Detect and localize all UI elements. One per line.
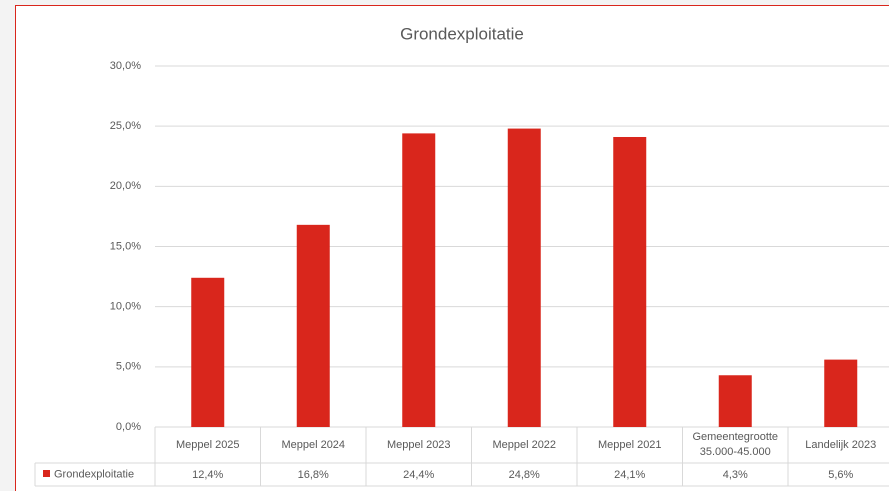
value-label: 4,3% (723, 469, 748, 481)
x-tick-label: Meppel 2021 (597, 438, 662, 451)
bar (507, 128, 541, 427)
y-tick-label: 25,0% (110, 120, 141, 132)
y-tick-label: 0,0% (116, 421, 141, 433)
value-label: 24,4% (403, 469, 434, 481)
y-tick-label: 5,0% (116, 361, 141, 373)
x-tick-label: Meppel 2024 (281, 438, 346, 451)
legend-label: Grondexploitatie (54, 468, 134, 480)
x-tick-cell: Meppel 2023 (386, 438, 451, 451)
value-label: 24,1% (614, 469, 645, 481)
x-tick-label: Landelijk 2023 (805, 438, 877, 451)
x-tick-label: Meppel 2023 (386, 438, 451, 451)
x-tick-cell: Meppel 2021 (597, 438, 662, 451)
bar (718, 375, 752, 427)
bar (824, 359, 858, 427)
y-tick-label: 10,0% (110, 301, 141, 313)
x-tick-cell: Landelijk 2023 (805, 438, 877, 451)
x-tick-cell: Meppel 2022 (492, 438, 557, 451)
x-tick-cell: Gemeentegrootte 35.000-45.000 (692, 431, 779, 458)
value-label: 24,8% (509, 469, 540, 481)
x-tick-label: Meppel 2022 (492, 438, 557, 451)
y-tick-label: 20,0% (110, 180, 141, 192)
x-tick-label: Meppel 2025 (175, 438, 240, 451)
x-tick-label: Gemeentegrootte 35.000-45.000 (692, 431, 779, 458)
value-label: 16,8% (298, 469, 329, 481)
y-tick-label: 30,0% (110, 60, 141, 72)
x-tick-cell: Meppel 2024 (281, 438, 346, 451)
y-tick-label: 15,0% (110, 240, 141, 252)
value-label: 12,4% (192, 469, 223, 481)
bar (402, 133, 436, 428)
chart-title: Grondexploitatie (400, 24, 524, 43)
bar (613, 136, 647, 427)
chart-frame (15, 5, 889, 491)
bar (191, 277, 225, 427)
x-tick-cell: Meppel 2025 (175, 438, 240, 451)
value-label: 5,6% (828, 469, 853, 481)
bar (296, 224, 330, 427)
legend-swatch (43, 470, 50, 477)
